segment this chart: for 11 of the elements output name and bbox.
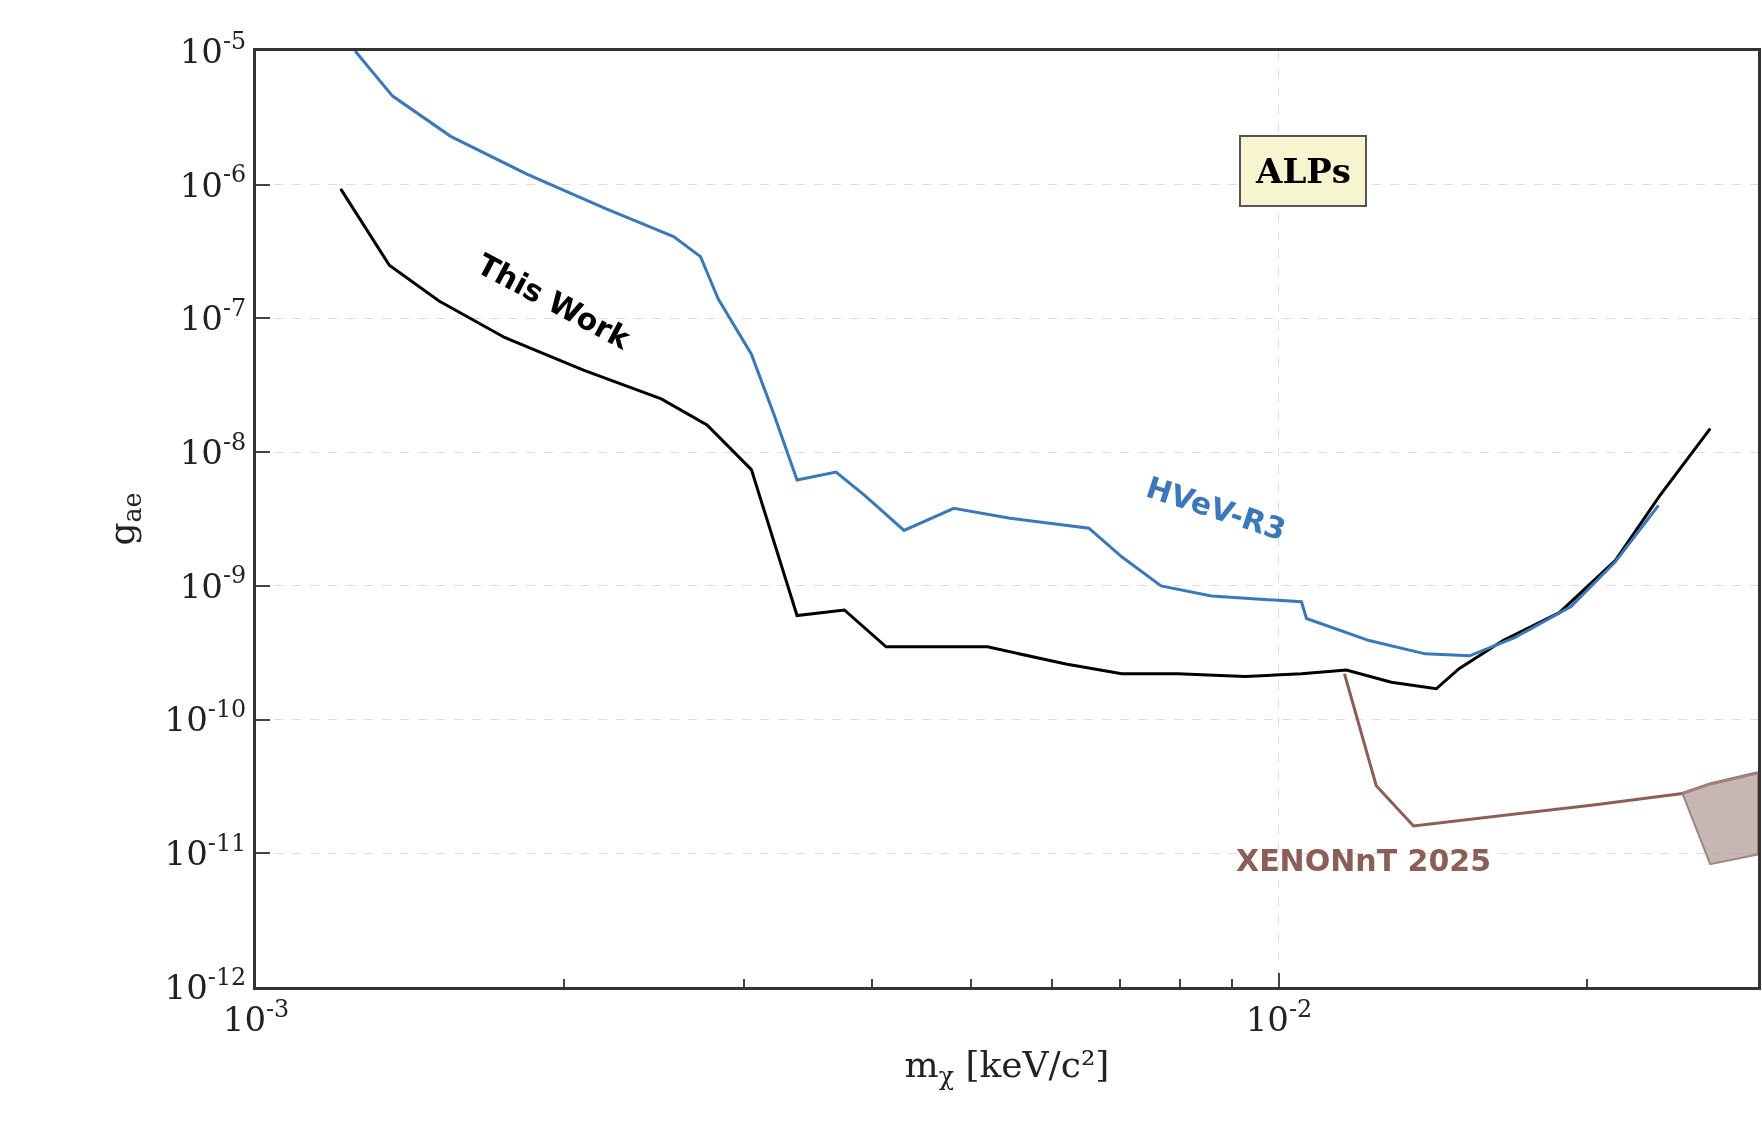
x-tick-label: 10$^{-2}$ xyxy=(1245,994,1313,1039)
y-tick-label: 10$^{-7}$ xyxy=(179,294,247,339)
y-tick-label: 10$^{-11}$ xyxy=(164,828,247,874)
annotation: ALPs xyxy=(1255,151,1351,191)
y-tick-label: 10$^{-9}$ xyxy=(179,561,247,606)
y-tick-label: 10$^{-10}$ xyxy=(164,695,247,740)
series-label: XENONnT 2025 xyxy=(1236,843,1492,878)
y-tick-label: 10$^{-8}$ xyxy=(179,427,247,473)
x-axis-title: m$_{χ}$ [keV/c²] xyxy=(904,1044,1110,1092)
y-tick-label: 10$^{-5}$ xyxy=(179,26,247,71)
y-tick-label: 10$^{-6}$ xyxy=(179,160,247,205)
